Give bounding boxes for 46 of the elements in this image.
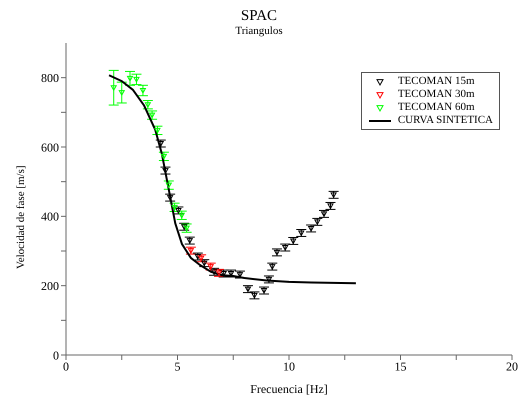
point (181, 224, 188, 230)
point (266, 276, 272, 282)
point (184, 226, 190, 232)
point (127, 76, 133, 82)
point (290, 238, 296, 244)
point (198, 256, 204, 262)
y-axis-title: Velocidad de fase [m/s] (14, 165, 27, 269)
point (167, 195, 174, 201)
point (149, 112, 156, 118)
legend-label: TECOMAN 30m (398, 88, 475, 101)
point (186, 238, 193, 244)
x-tick-label: 15 (394, 360, 406, 374)
point (140, 88, 146, 94)
x-tick-label: 5 (174, 360, 180, 374)
y-tick-label: 600 (41, 140, 59, 154)
point (261, 288, 268, 294)
line-series (108, 74, 357, 284)
legend-label: TECOMAN 60m (398, 101, 475, 114)
y-tick-label: 200 (41, 278, 59, 293)
y-tick-label: 400 (41, 210, 59, 224)
point (175, 208, 182, 214)
chart-subtitle: Triangulos (234, 25, 284, 37)
point (118, 90, 125, 96)
x-axis-title: Frecuencia [Hz] (250, 382, 328, 396)
point (211, 269, 218, 275)
point (282, 245, 288, 251)
point (188, 248, 194, 254)
point (133, 76, 140, 82)
point (330, 192, 337, 198)
point (166, 182, 172, 188)
point (269, 264, 276, 270)
legend-label: CURVA SINTETICA (398, 114, 493, 127)
x-tick-label: 20 (506, 360, 518, 374)
chart-title: SPAC (240, 8, 278, 25)
y-tick-label: 0 (53, 348, 59, 362)
point (208, 264, 214, 270)
point (154, 128, 160, 134)
point (110, 85, 117, 91)
x-tick-label: 0 (63, 360, 69, 374)
point (298, 230, 304, 236)
point (216, 270, 222, 276)
x-tick-label: 10 (283, 360, 295, 374)
point (274, 250, 280, 256)
y-tick-label: 800 (41, 70, 59, 85)
point (160, 154, 167, 160)
legend-label: TECOMAN 15m (398, 75, 475, 88)
